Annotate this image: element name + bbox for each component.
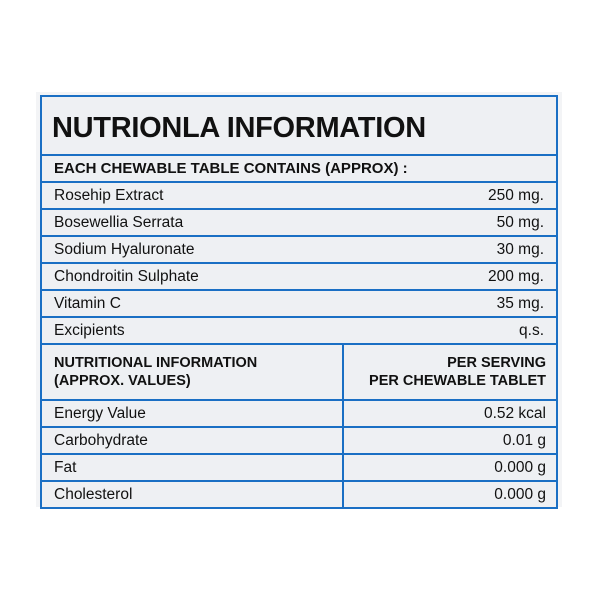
nutrition-header-right: PER SERVING PER CHEWABLE TABLET bbox=[344, 345, 556, 399]
ingredient-name: Chondroitin Sulphate bbox=[54, 268, 199, 285]
ingredient-amount: q.s. bbox=[519, 322, 544, 339]
nutrition-row: Cholesterol 0.000 g bbox=[42, 482, 556, 507]
ingredient-amount: 200 mg. bbox=[487, 268, 544, 285]
nutrient-name: Cholesterol bbox=[42, 482, 344, 507]
ingredient-row: Chondroitin Sulphate 200 mg. bbox=[42, 264, 556, 291]
nutrient-name: Carbohydrate bbox=[42, 428, 344, 453]
nutrient-value: 0.52 kcal bbox=[483, 405, 546, 422]
nutrient-value: 0.000 g bbox=[494, 486, 546, 503]
ingredient-row: Rosehip Extract 250 mg. bbox=[42, 183, 556, 210]
ingredient-amount: 50 mg. bbox=[496, 214, 544, 231]
ingredient-name: Vitamin C bbox=[54, 295, 121, 312]
nutrition-row: Energy Value 0.52 kcal bbox=[42, 401, 556, 428]
ingredient-name: Excipients bbox=[54, 322, 125, 339]
header-text: PER CHEWABLE TABLET bbox=[369, 373, 546, 389]
nutrition-header: NUTRITIONAL INFORMATION (APPROX. VALUES)… bbox=[42, 345, 556, 401]
nutrient-name: Energy Value bbox=[42, 401, 344, 426]
nutrition-header-left: NUTRITIONAL INFORMATION (APPROX. VALUES) bbox=[42, 345, 344, 399]
ingredient-row: Excipients q.s. bbox=[42, 318, 556, 343]
ingredient-name: Sodium Hyaluronate bbox=[54, 241, 195, 258]
contents-heading: EACH CHEWABLE TABLE CONTAINS (APPROX) : bbox=[42, 156, 556, 183]
nutrient-value: 0.01 g bbox=[502, 432, 546, 449]
ingredient-amount: 250 mg. bbox=[487, 187, 544, 204]
nutrition-row: Fat 0.000 g bbox=[42, 455, 556, 482]
ingredients-table: Rosehip Extract 250 mg. Bosewellia Serrat… bbox=[42, 183, 556, 345]
ingredient-name: Bosewellia Serrata bbox=[54, 214, 184, 231]
ingredient-amount: 30 mg. bbox=[496, 241, 544, 258]
nutrition-label: NUTRIONLA INFORMATION EACH CHEWABLE TABL… bbox=[40, 95, 558, 509]
nutrient-name: Fat bbox=[42, 455, 344, 480]
header-text: NUTRITIONAL INFORMATION bbox=[54, 355, 258, 371]
label-title: NUTRIONLA INFORMATION bbox=[42, 97, 556, 156]
ingredient-name: Rosehip Extract bbox=[54, 187, 164, 204]
header-text: PER SERVING bbox=[447, 355, 546, 371]
ingredient-row: Vitamin C 35 mg. bbox=[42, 291, 556, 318]
ingredient-amount: 35 mg. bbox=[496, 295, 544, 312]
nutrition-row: Carbohydrate 0.01 g bbox=[42, 428, 556, 455]
ingredient-row: Sodium Hyaluronate 30 mg. bbox=[42, 237, 556, 264]
header-text: (APPROX. VALUES) bbox=[54, 373, 191, 389]
nutrient-value: 0.000 g bbox=[494, 459, 546, 476]
ingredient-row: Bosewellia Serrata 50 mg. bbox=[42, 210, 556, 237]
